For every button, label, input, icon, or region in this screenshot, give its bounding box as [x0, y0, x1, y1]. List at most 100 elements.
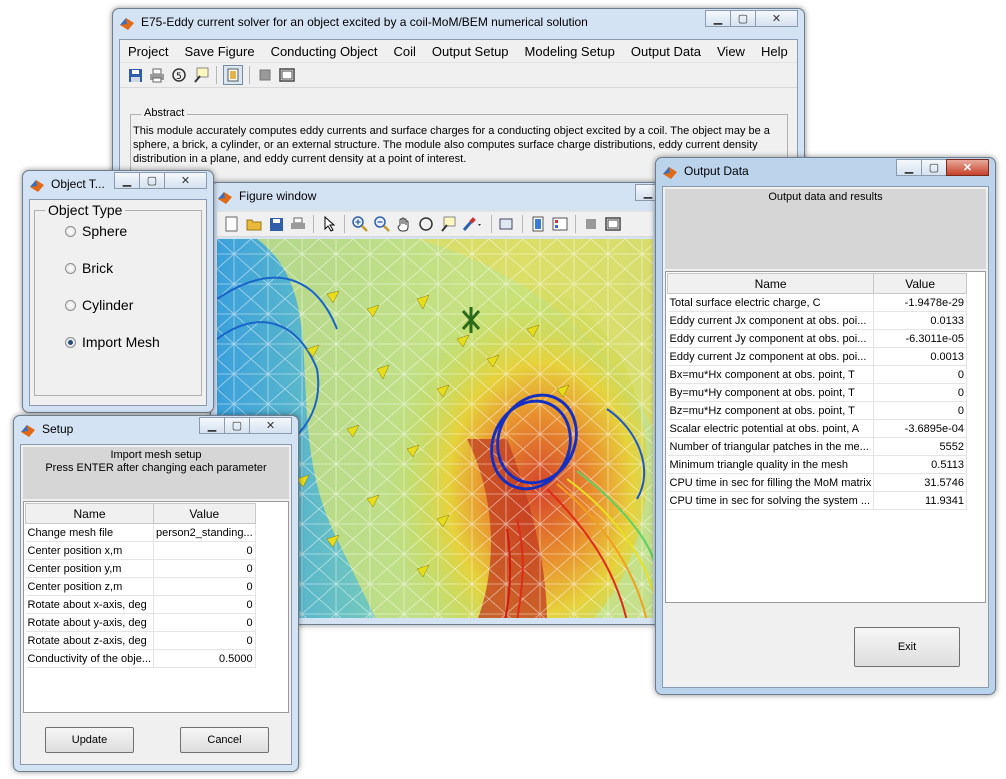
abstract-label: Abstract	[141, 107, 188, 119]
table-row[interactable]: Eddy current Jy component at obs. poi...…	[667, 329, 967, 348]
output-row-name: Total surface electric charge, C	[667, 293, 875, 312]
data-cursor-icon[interactable]	[192, 66, 210, 84]
main-titlebar[interactable]: E75-Eddy current solver for an object ex…	[113, 9, 804, 35]
radio-import-mesh[interactable]: Import Mesh	[65, 334, 160, 350]
show-plot-tools-icon[interactable]	[604, 215, 622, 233]
table-row[interactable]: Eddy current Jz component at obs. poi...…	[667, 347, 967, 366]
menu-save-figure[interactable]: Save Figure	[184, 43, 255, 59]
setup-row-value[interactable]: person2_standing...	[153, 523, 256, 542]
close-icon[interactable]: ✕	[755, 10, 798, 27]
open-file-icon[interactable]	[245, 215, 263, 233]
pan-hand-icon[interactable]	[395, 215, 413, 233]
maximize-icon[interactable]: ▢	[224, 417, 250, 434]
show-plot-tools-icon[interactable]	[278, 66, 296, 84]
setup-titlebar[interactable]: Setup ▁ ▢ ✕	[14, 416, 298, 442]
setup-row-value[interactable]: 0	[153, 631, 256, 650]
menu-coil[interactable]: Coil	[393, 43, 416, 59]
minimize-icon[interactable]: ▁	[114, 172, 140, 189]
table-row[interactable]: CPU time in sec for solving the system .…	[667, 491, 967, 510]
setup-col-name[interactable]: Name	[24, 503, 155, 524]
setup-row-value[interactable]: 0	[153, 541, 256, 560]
close-icon[interactable]: ✕	[249, 417, 292, 434]
minimize-icon[interactable]: ▁	[705, 10, 731, 27]
maximize-icon[interactable]: ▢	[921, 159, 947, 176]
save-icon[interactable]	[267, 215, 285, 233]
cancel-button[interactable]: Cancel	[180, 727, 269, 753]
setup-row-value[interactable]: 0	[153, 613, 256, 632]
close-icon[interactable]: ✕	[164, 172, 207, 189]
maximize-icon[interactable]: ▢	[139, 172, 165, 189]
setup-row-value[interactable]: 0	[153, 577, 256, 596]
output-row-value: 0.0133	[873, 311, 967, 330]
link-plot-icon[interactable]	[498, 215, 516, 233]
table-row[interactable]: Number of triangular patches in the me..…	[667, 437, 967, 456]
table-row[interactable]: Minimum triangle quality in the mesh 0.51…	[667, 455, 967, 474]
setup-row-name: Rotate about x-axis, deg	[25, 595, 155, 614]
menu-output-setup[interactable]: Output Setup	[431, 43, 509, 59]
menu-view[interactable]: View	[717, 43, 745, 59]
table-row[interactable]: Change mesh file person2_standing...	[25, 523, 256, 542]
menu-modeling-setup[interactable]: Modeling Setup	[524, 43, 615, 59]
hide-plot-tools-icon[interactable]	[256, 66, 274, 84]
table-row[interactable]: Eddy current Jx component at obs. poi...…	[667, 311, 967, 330]
table-row[interactable]: Total surface electric charge, C -1.9478e…	[667, 293, 967, 312]
output-col-name[interactable]: Name	[666, 273, 875, 294]
save-icon[interactable]	[126, 66, 144, 84]
table-row[interactable]: CPU time in sec for filling the MoM matr…	[667, 473, 967, 492]
maximize-icon[interactable]: ▢	[730, 10, 756, 27]
menu-conducting-object[interactable]: Conducting Object	[270, 43, 378, 59]
table-row[interactable]: Scalar electric potential at obs. point,…	[667, 419, 967, 438]
setup-col-value[interactable]: Value	[153, 503, 256, 524]
radio-brick[interactable]: Brick	[65, 260, 113, 276]
rotate-3d-icon[interactable]	[417, 215, 435, 233]
colorbar-icon[interactable]	[529, 215, 547, 233]
exit-button[interactable]: Exit	[854, 627, 960, 667]
output-titlebar[interactable]: Output Data ▁ ▢ ✕	[656, 158, 995, 184]
hide-plot-tools-icon[interactable]	[582, 215, 600, 233]
setup-header-line2: Press ENTER after changing each paramete…	[45, 462, 267, 474]
table-row[interactable]: Conductivity of the obje... 0.5000	[25, 649, 256, 668]
pointer-icon[interactable]	[320, 215, 338, 233]
legend-icon[interactable]	[551, 215, 569, 233]
radio-cylinder[interactable]: Cylinder	[65, 297, 133, 313]
table-row[interactable]: Rotate about y-axis, deg 0	[25, 613, 256, 632]
table-row[interactable]: Center position z,m 0	[25, 577, 256, 596]
zoom-out-icon[interactable]	[373, 215, 391, 233]
table-row[interactable]: Rotate about z-axis, deg 0	[25, 631, 256, 650]
output-col-value[interactable]: Value	[873, 273, 967, 294]
plot-tools-icon[interactable]	[223, 65, 243, 85]
figure-titlebar[interactable]: Figure window ▁	[211, 183, 661, 209]
zoom-in-icon[interactable]	[351, 215, 369, 233]
setup-table: Name Value Change mesh file person2_stand…	[24, 503, 256, 668]
table-row[interactable]: Center position y,m 0	[25, 559, 256, 578]
minimize-icon[interactable]: ▁	[199, 417, 225, 434]
object-type-titlebar[interactable]: Object T... ▁ ▢ ✕	[23, 171, 213, 197]
menu-output-data[interactable]: Output Data	[630, 43, 701, 59]
brush-icon[interactable]	[461, 215, 485, 233]
print-icon[interactable]	[148, 66, 166, 84]
svg-text:5: 5	[176, 72, 182, 82]
close-icon[interactable]: ✕	[946, 159, 989, 176]
menu-help[interactable]: Help	[760, 43, 788, 59]
setup-row-value[interactable]: 0	[153, 595, 256, 614]
radio-sphere[interactable]: Sphere	[65, 223, 127, 239]
new-figure-icon[interactable]	[223, 215, 241, 233]
table-row[interactable]: Rotate about x-axis, deg 0	[25, 595, 256, 614]
data-cursor-icon[interactable]	[439, 215, 457, 233]
minimize-icon[interactable]: ▁	[896, 159, 922, 176]
table-row[interactable]: Center position x,m 0	[25, 541, 256, 560]
object-type-group: Object Type	[34, 202, 202, 396]
menu-project[interactable]: Project	[128, 43, 169, 59]
dock-arrow-icon[interactable]: ➘	[796, 46, 797, 57]
setup-row-name: Rotate about y-axis, deg	[25, 613, 155, 632]
rotate-3d-icon[interactable]: 5	[170, 66, 188, 84]
setup-row-value[interactable]: 0	[153, 559, 256, 578]
print-icon[interactable]	[289, 215, 307, 233]
output-row-value: 0	[873, 401, 967, 420]
update-button[interactable]: Update	[45, 727, 134, 753]
radio-brick-label: Brick	[82, 260, 114, 276]
setup-row-value[interactable]: 0.5000	[153, 649, 256, 668]
